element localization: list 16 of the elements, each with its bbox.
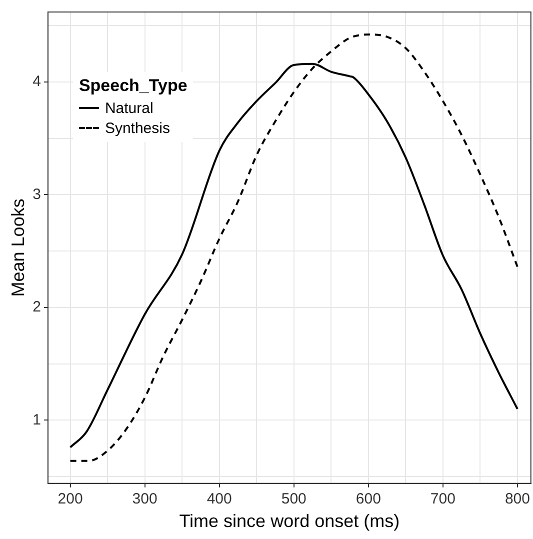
x-tick-label: 600 [356, 490, 381, 508]
legend-label: Synthesis [104, 120, 170, 136]
x-tick-label: 800 [504, 490, 530, 508]
y-tick-label: 4 [32, 73, 41, 90]
y-tick-label: 2 [32, 298, 41, 316]
y-tick-label: 3 [32, 186, 41, 203]
legend-title: Speech_Type [78, 76, 188, 96]
x-tick-label: 400 [206, 490, 232, 508]
x-tick-label: 200 [58, 490, 83, 508]
x-tick-label: 700 [430, 490, 456, 508]
y-axis-title: Mean Looks [8, 198, 28, 297]
legend-label: Natural [104, 100, 154, 116]
x-axis-title: Time since word onset (ms) [179, 511, 400, 532]
x-tick-label: 300 [132, 490, 158, 508]
y-tick-label: 1 [32, 411, 41, 428]
x-tick-label: 500 [281, 490, 306, 508]
